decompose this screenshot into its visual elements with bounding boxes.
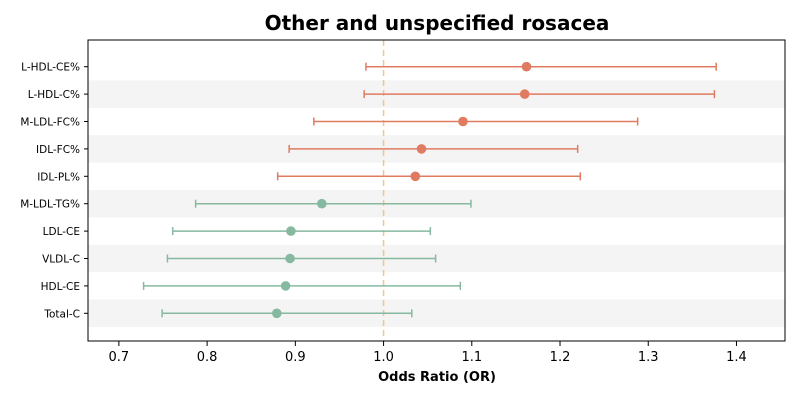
point-estimate	[458, 116, 468, 127]
data-row	[194, 198, 472, 209]
data-row	[288, 144, 579, 154]
data-row	[166, 253, 437, 264]
point-estimate	[285, 253, 295, 264]
y-tick-label: LDL-CE	[43, 226, 80, 238]
y-tick-label: M-LDL-FC%	[20, 117, 80, 129]
y-tick-label: VLDL-C	[42, 254, 80, 266]
x-tick-label: 0.7	[109, 350, 130, 365]
data-row	[142, 281, 462, 291]
y-tick-label: L-HDL-C%	[28, 89, 80, 101]
x-tick-label: 1.2	[550, 350, 571, 365]
chart-title: Other and unspecified rosacea	[265, 11, 610, 35]
point-estimate	[416, 144, 427, 154]
data-row	[161, 308, 413, 319]
x-tick-label: 1.4	[726, 350, 747, 365]
x-axis-label: Odds Ratio (OR)	[378, 370, 496, 385]
y-tick-label: IDL-FC%	[36, 144, 80, 156]
data-row	[313, 116, 639, 127]
point-estimate	[280, 281, 291, 291]
point-estimate	[286, 226, 296, 236]
point-estimate	[410, 171, 421, 182]
x-axis: 0.7 0.8 0.9 1.0 1.1 1.2 1.3 1.4	[109, 341, 747, 365]
y-tick-label: Total-C	[43, 308, 80, 320]
y-tick-label: HDL-CE	[41, 281, 80, 293]
point-estimate	[519, 89, 530, 99]
y-axis: L-HDL-CE% L-HDL-C% M-LDL-FC% IDL-FC% IDL-PL%…	[20, 62, 88, 320]
point-estimate	[317, 198, 327, 209]
x-tick-label: 1.0	[373, 350, 394, 365]
data-row	[171, 226, 432, 236]
data-row	[363, 89, 716, 99]
plot-frame	[87, 39, 786, 342]
data-row	[365, 61, 717, 72]
y-tick-label: M-LDL-TG%	[20, 199, 80, 211]
x-tick-label: 0.9	[285, 350, 306, 365]
x-tick-label: 1.1	[461, 350, 482, 365]
y-tick-label: IDL-PL%	[37, 171, 80, 183]
y-tick-label: L-HDL-CE%	[21, 62, 80, 74]
x-tick-label: 1.3	[638, 350, 659, 365]
data-row	[276, 171, 582, 182]
x-tick-label: 0.8	[197, 350, 218, 365]
data-rows	[142, 61, 717, 319]
point-estimate	[272, 308, 282, 319]
point-estimate	[521, 61, 532, 72]
